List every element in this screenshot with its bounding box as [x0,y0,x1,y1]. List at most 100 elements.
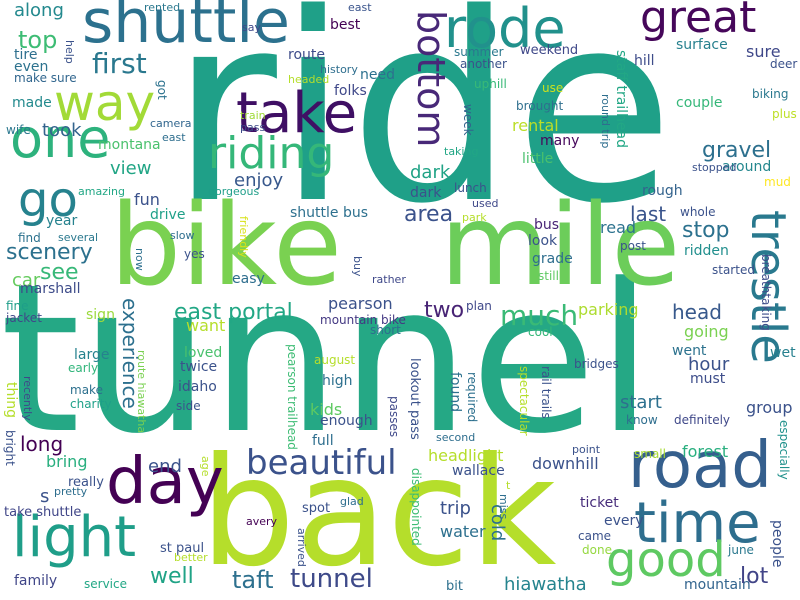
word-trip: trip [440,498,471,519]
word-many: many [540,133,580,149]
word-tunnel-small: tunnel [290,564,373,594]
word-loved: loved [184,345,223,361]
word-thing: thing [3,382,19,419]
word-used: used [472,197,499,210]
word-cool: cool [528,325,553,339]
word-time: time [634,491,761,556]
word-dark: dark [410,162,451,183]
word-park: park [462,211,487,224]
word-scenery: scenery [6,240,93,265]
word-high: high [322,373,353,389]
word-read: read [600,218,637,237]
word-required: required [465,372,479,423]
word-pretty: pretty [54,485,88,498]
word-see: see [40,260,79,285]
word-whole: whole [680,205,716,219]
word-great: great [640,0,757,43]
word-plan: plan [466,299,492,313]
word-t: t [506,479,511,492]
word-cold: cold [487,504,508,542]
word-came: came [578,529,612,543]
word-year: year [46,213,78,229]
word-buy: buy [351,256,364,277]
word-find: find [18,231,41,245]
word-slow: slow [170,229,195,242]
word-amazing: amazing [78,185,125,198]
word-good: good [606,532,726,588]
word-went: went [672,343,707,359]
word-go: go [18,172,78,228]
word-experience: experience [118,298,142,409]
word-lot: lot [740,564,769,589]
word-grade: grade [532,251,573,267]
word-lookout-pass: lookout pass [407,358,422,440]
word-hour: hour [688,354,730,375]
word-folks: folks [334,83,367,99]
word-ride: ride [170,0,675,261]
word-idaho: idaho [178,379,217,395]
word-now: now [133,248,146,271]
word-second: second [436,431,476,444]
word-forest: forest [682,442,729,461]
word-enough: enough [320,413,373,429]
word-need: need [360,67,395,83]
word-east-small: east [162,131,186,144]
word-train: train [240,109,266,122]
word-east-top: east [348,1,372,14]
word-mountain: mountain [684,577,751,593]
word-tunnel: tunnel [0,241,654,479]
word-wet: wet [770,345,796,361]
word-make: make [70,383,103,397]
word-look: look [528,233,558,249]
word-end: end [148,456,182,477]
word-done: done [582,543,612,557]
word-well: well [150,564,194,589]
word-little: little [522,151,554,167]
word-st-paul: st paul [160,541,205,556]
word-spectacular: spectacular [517,366,531,436]
word-ticket: ticket [580,495,619,511]
word-passes: passes [387,396,401,438]
word-take: take [236,81,358,146]
word-route: route [288,47,325,63]
word-made: made [12,95,52,111]
word-deer: deer [770,57,798,71]
word-bit: bit [446,579,463,594]
word-another: another [460,57,507,71]
word-disappointed: disappointed [409,468,423,546]
word-enjoy: enjoy [234,170,284,191]
word-going: going [684,322,729,341]
word-tire: tire [14,47,38,63]
word-must: must [690,371,726,387]
word-rented: rented [144,1,181,14]
word-every: every [604,513,644,529]
word-bring: bring [46,452,88,471]
word-ridden: ridden [684,243,729,259]
word-even: even [14,59,49,75]
word-route-hiawatha: route hiawatha [135,350,148,434]
word-point: point [572,443,601,456]
word-summer: summer [454,45,504,59]
word-still: still [538,269,559,283]
word-head: head [672,300,722,324]
word-especially: especially [777,420,791,480]
word-day: day [106,445,224,519]
word-gravel: gravel [702,138,772,163]
word-friendly: friendly [237,216,250,258]
word-hiawatha: hiawatha [504,574,587,595]
word-headlight: headlight [428,446,504,465]
word-camera: camera [150,117,192,130]
word-definitely: definitely [674,413,731,427]
word-lunch: lunch [454,181,487,195]
word-riding: riding [208,128,335,179]
word-week: week [461,104,475,136]
word-use: use [542,81,564,95]
word-know: know [626,413,658,427]
word-charity: charity [70,397,112,411]
word-fine: fine [6,299,29,313]
word-family: family [14,573,58,589]
word-got: got [155,80,169,100]
word-round-trip: round trip [599,94,612,149]
word-start: start [620,392,662,413]
